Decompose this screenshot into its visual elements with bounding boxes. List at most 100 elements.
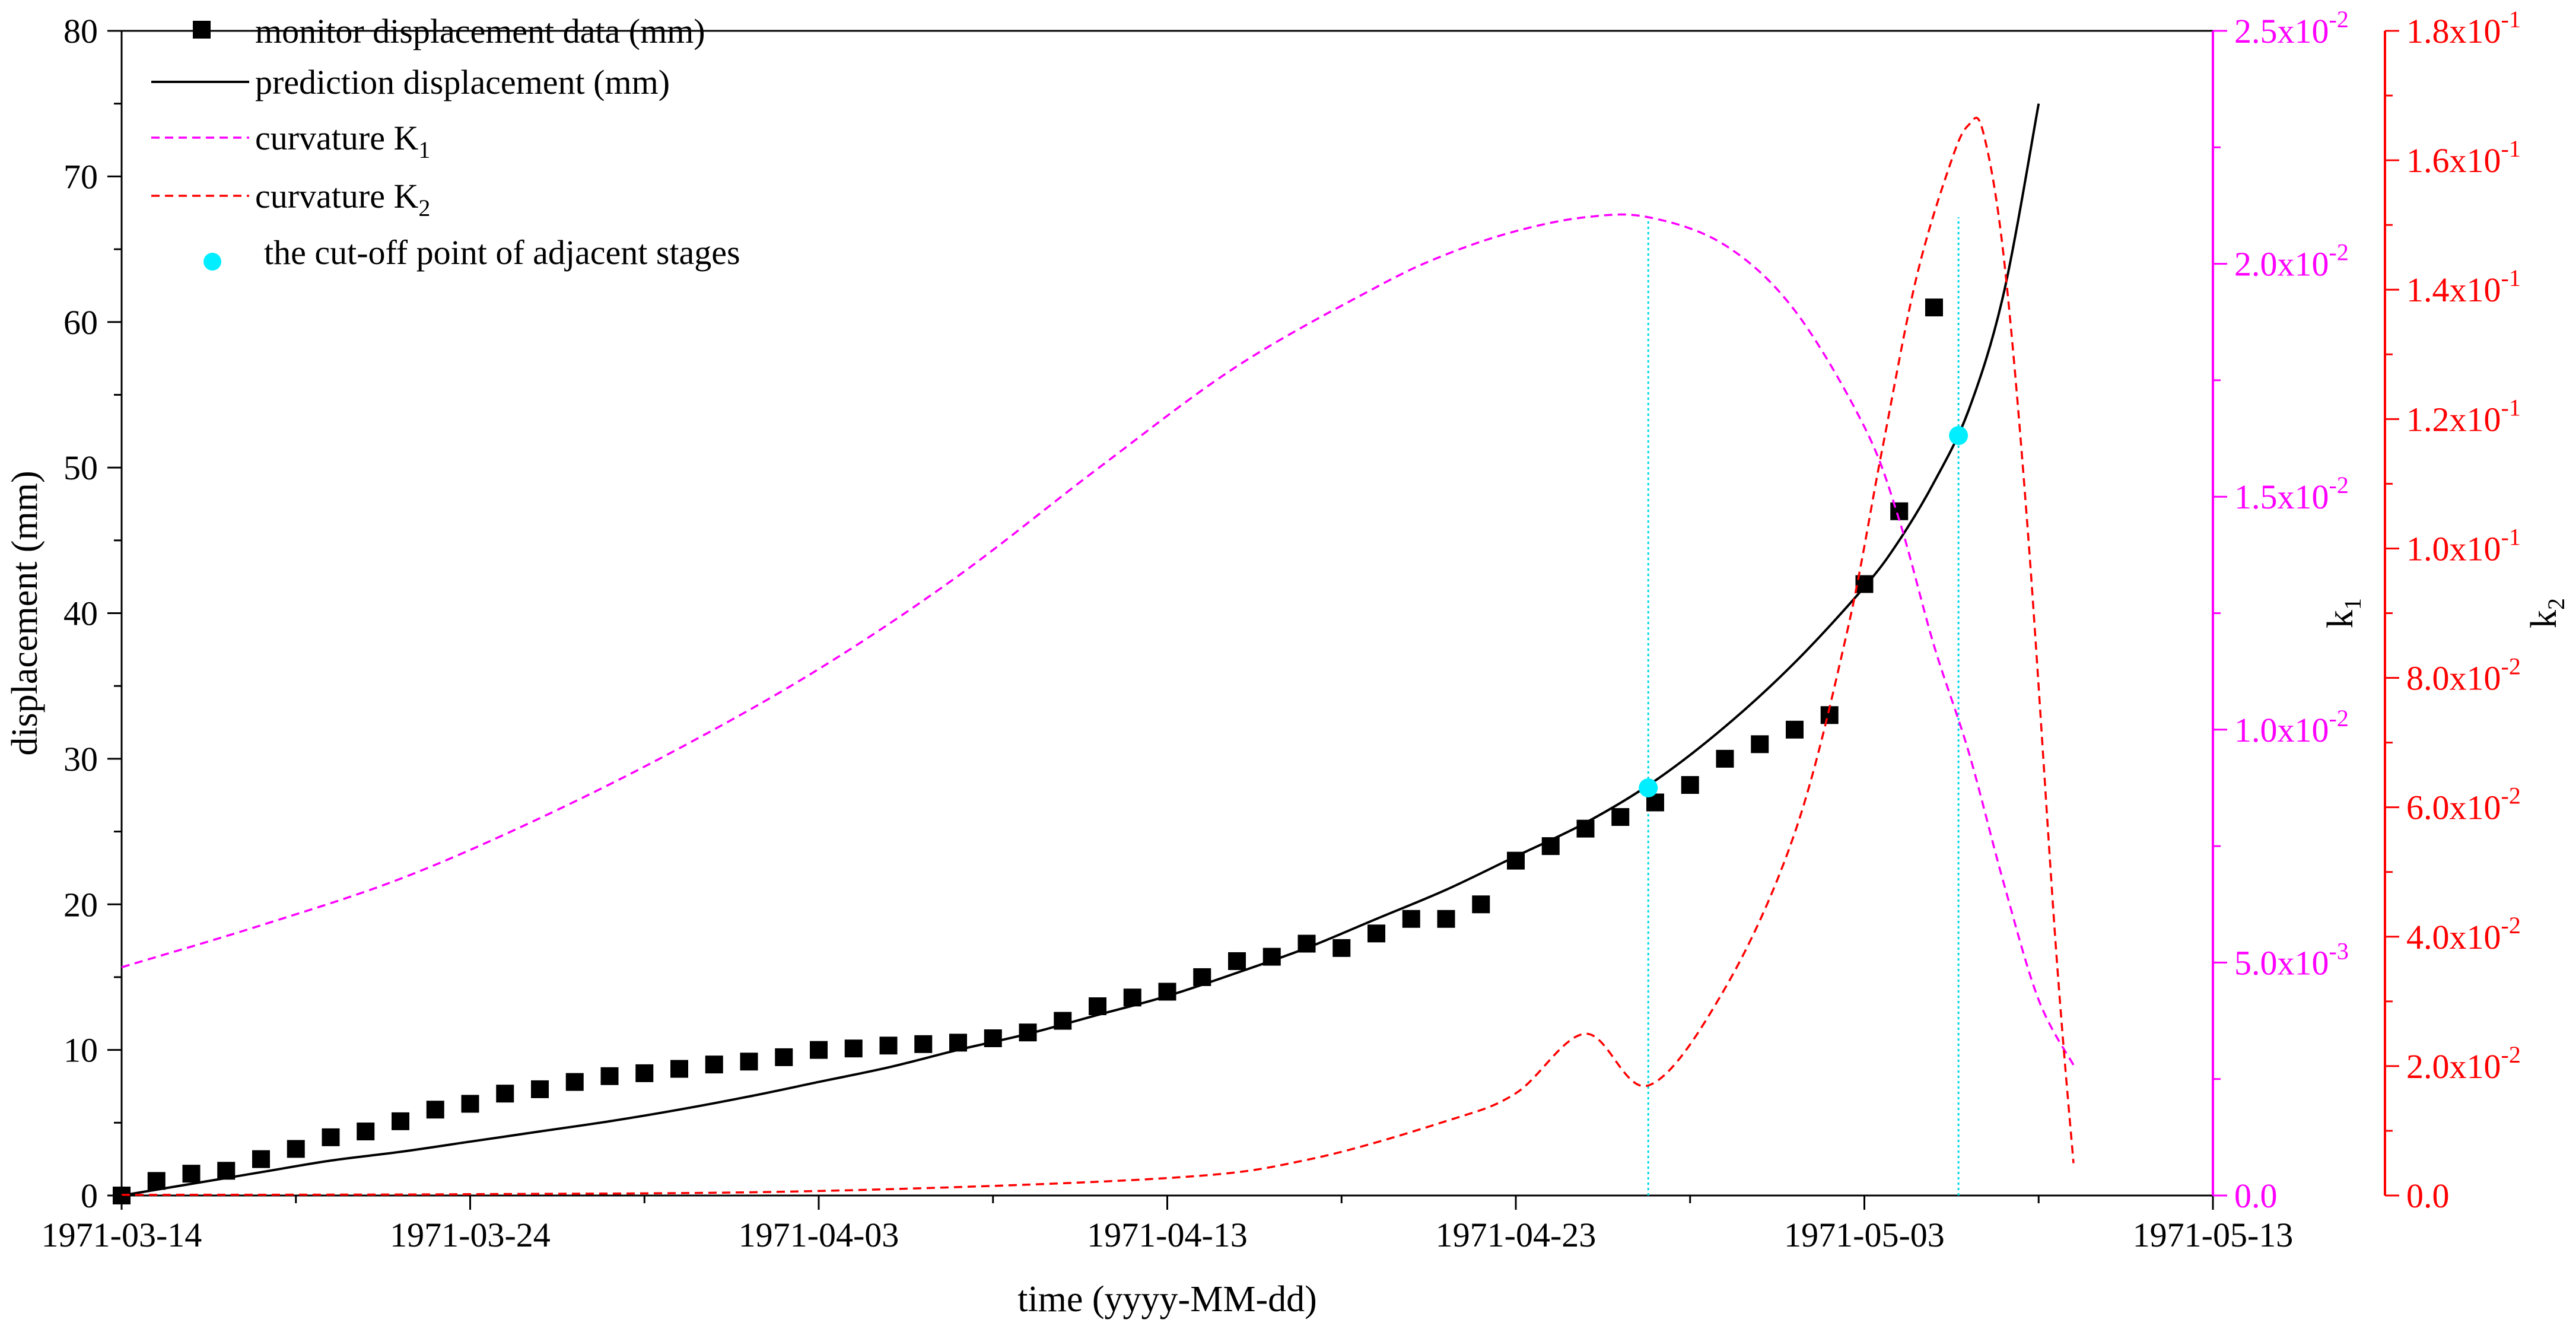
k1-tick-label-2: 1.0x10-2 xyxy=(2234,705,2349,749)
k2-tick-label-6-mantissa: 1.2x10 xyxy=(2406,400,2501,438)
y-tick-label-2: 20 xyxy=(63,885,98,924)
k2-tick-label-7-mantissa: 1.4x10 xyxy=(2406,271,2501,309)
monitor-point-17 xyxy=(705,1055,723,1074)
monitor-point-6 xyxy=(322,1128,340,1146)
axes-layer: 1971-03-14 1971-03-24 1971-04-03 1971-04-13… xyxy=(5,6,2569,1320)
curvature-k2-line xyxy=(121,116,2075,1196)
k2-tick-label-2-mantissa: 4.0x10 xyxy=(2406,918,2501,956)
prediction-line xyxy=(121,103,2040,1197)
x-tick-label-1: 1971-03-24 xyxy=(390,1216,551,1254)
legend-label-text: the cut-off point of adjacent stages xyxy=(264,233,740,272)
legend-label-prediction: prediction displacement (mm) xyxy=(255,63,670,101)
monitor-point-2 xyxy=(182,1165,201,1183)
legend-label-cutoff: the cut-off point of adjacent stages xyxy=(264,233,740,272)
k1-tick-label-0: 0.0 xyxy=(2234,1177,2278,1215)
monitor-point-10 xyxy=(461,1095,479,1113)
k1-tick-label-2-mantissa: 1.0x10 xyxy=(2234,711,2329,749)
monitor-point-46 xyxy=(1716,749,1734,768)
k2-tick-label-5-mantissa: 1.0x10 xyxy=(2406,529,2501,568)
legend-label-text: monitor displacement data (mm) xyxy=(255,12,705,50)
legend: monitor displacement data (mm) prediction… xyxy=(151,12,740,272)
monitor-point-8 xyxy=(392,1112,409,1130)
k2-tick-label-1-exponent: -2 xyxy=(2501,1041,2521,1068)
monitor-scatter xyxy=(113,298,1943,1204)
cutoff-point-2 xyxy=(1949,426,1968,446)
monitor-point-35 xyxy=(1332,939,1351,957)
k1-tick-label-3-exponent: -2 xyxy=(2329,472,2349,498)
x-tick-label-4: 1971-04-23 xyxy=(1436,1216,1597,1254)
k1-tick-label-1-exponent: -3 xyxy=(2329,937,2349,964)
k1-tick-label-4-exponent: -2 xyxy=(2329,239,2349,266)
monitor-point-37 xyxy=(1402,910,1420,928)
k1-axis-title-sub: 1 xyxy=(2339,598,2366,610)
monitor-point-45 xyxy=(1681,776,1699,794)
y-tick-label-7: 70 xyxy=(63,157,98,196)
monitor-point-11 xyxy=(496,1085,514,1103)
legend-label-subscript: 1 xyxy=(418,136,430,163)
k2-tick-label-4-mantissa: 8.0x10 xyxy=(2406,659,2501,698)
x-tick-label-5: 1971-05-03 xyxy=(1784,1216,1945,1254)
monitor-point-52 xyxy=(1925,298,1943,317)
legend-label-text: curvature K xyxy=(255,119,418,157)
y-tick-label-4: 40 xyxy=(63,594,98,633)
monitor-point-21 xyxy=(844,1039,863,1058)
k2-tick-label-8-mantissa: 1.6x10 xyxy=(2406,141,2501,180)
legend-label-k2: curvature K2 xyxy=(255,177,430,221)
k2-tick-label-2-exponent: -2 xyxy=(2501,912,2521,939)
monitor-point-23 xyxy=(914,1035,933,1053)
plot-border xyxy=(120,30,2214,1197)
k1-axis-title: k1 xyxy=(2320,598,2366,628)
k2-tick-label-4-exponent: -2 xyxy=(2501,653,2521,680)
legend-label-monitor: monitor displacement data (mm) xyxy=(255,12,705,50)
k2-tick-label-3-mantissa: 6.0x10 xyxy=(2406,789,2501,827)
legend-label-text: prediction displacement (mm) xyxy=(255,63,670,101)
k2-axis-title-main: k xyxy=(2524,610,2564,628)
series-layer xyxy=(113,103,2075,1204)
k2-tick-label-9-mantissa: 1.8x10 xyxy=(2406,12,2501,50)
legend-entry-k1: curvature K1 xyxy=(151,119,430,163)
x-tick-label-0: 1971-03-14 xyxy=(42,1216,202,1254)
monitor-point-14 xyxy=(600,1067,619,1085)
k2-tick-label-5: 1.0x10-1 xyxy=(2406,523,2521,568)
monitor-point-32 xyxy=(1228,952,1246,970)
y-tick-label-1: 10 xyxy=(63,1031,98,1070)
k1-tick-label-4-mantissa: 2.0x10 xyxy=(2234,245,2329,284)
x-axis-title: time (yyyy-MM-dd) xyxy=(1017,1279,1317,1320)
legend-label-k1: curvature K1 xyxy=(255,119,430,163)
k2-axis-title-sub: 2 xyxy=(2543,598,2569,610)
k1-tick-label-3: 1.5x10-2 xyxy=(2234,472,2349,516)
k1-tick-label-5-exponent: -2 xyxy=(2329,6,2349,33)
k2-tick-label-4: 8.0x10-2 xyxy=(2406,653,2521,698)
monitor-point-5 xyxy=(287,1140,305,1158)
k1-tick-label-3-mantissa: 1.5x10 xyxy=(2234,478,2329,516)
k2-tick-label-3: 6.0x10-2 xyxy=(2406,783,2521,827)
monitor-point-19 xyxy=(775,1048,793,1066)
k2-tick-label-6: 1.2x10-1 xyxy=(2406,394,2521,438)
cutoff-point-1 xyxy=(1639,778,1658,797)
k1-tick-label-0-mantissa: 0.0 xyxy=(2234,1177,2278,1215)
monitor-point-7 xyxy=(357,1123,375,1141)
legend-swatch-cutoff xyxy=(203,253,221,271)
monitor-point-43 xyxy=(1611,808,1630,826)
monitor-point-22 xyxy=(879,1037,898,1055)
k2-tick-label-1: 2.0x10-2 xyxy=(2406,1041,2521,1086)
y-axis-title: displacement (mm) xyxy=(5,470,45,755)
monitor-point-38 xyxy=(1437,910,1455,928)
k1-tick-label-5: 2.5x10-2 xyxy=(2234,6,2349,50)
legend-label-subscript: 2 xyxy=(418,195,430,221)
k2-tick-label-8: 1.6x10-1 xyxy=(2406,135,2521,180)
monitor-point-15 xyxy=(635,1064,654,1082)
y-tick-label-5: 50 xyxy=(63,449,98,487)
k1-axis-title-main: k xyxy=(2320,610,2361,628)
monitor-point-13 xyxy=(565,1073,584,1091)
monitor-point-1 xyxy=(147,1172,166,1190)
curvature-k1-line xyxy=(121,213,2075,1066)
x-tick-label-3: 1971-04-13 xyxy=(1087,1216,1248,1254)
k2-axis-title: k2 xyxy=(2524,598,2569,628)
k1-tick-label-4: 2.0x10-2 xyxy=(2234,239,2349,284)
monitor-point-20 xyxy=(810,1041,828,1059)
monitor-point-36 xyxy=(1367,924,1385,943)
k1-tick-label-1: 5.0x10-3 xyxy=(2234,937,2349,982)
k2-tick-label-0-mantissa: 0.0 xyxy=(2406,1177,2450,1215)
